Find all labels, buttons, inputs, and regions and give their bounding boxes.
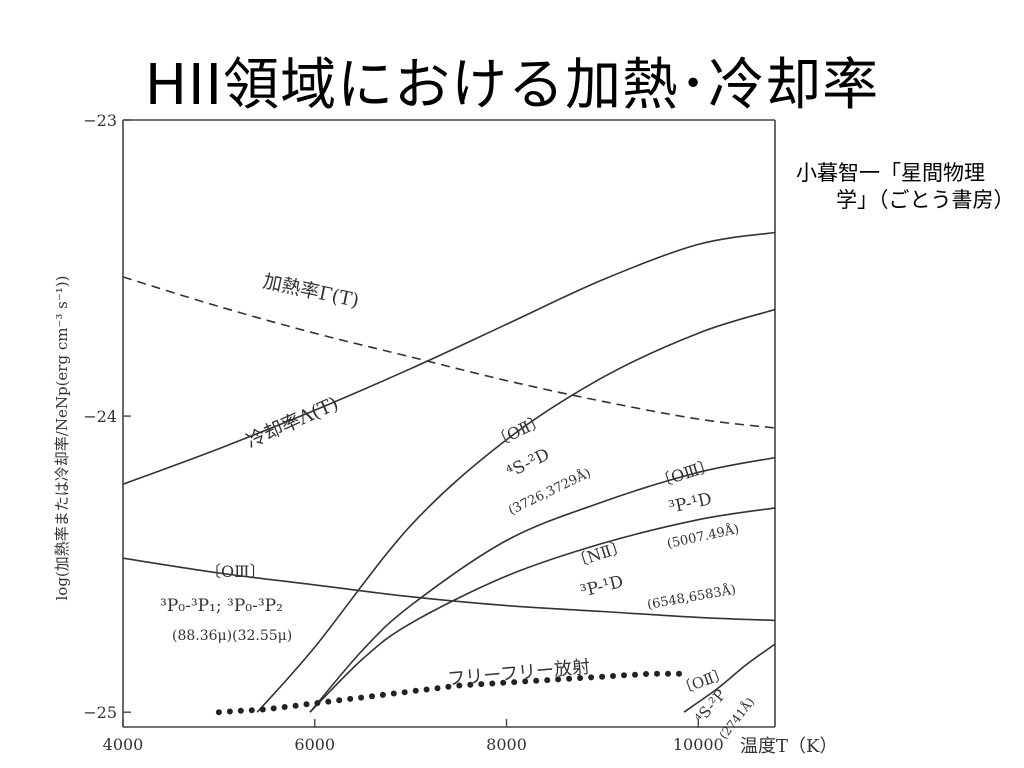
free-free-dot <box>533 677 540 684</box>
annotation-oii-transition: ⁴S-²D <box>503 445 552 483</box>
free-free-dot <box>544 677 551 684</box>
annotation-oiii-transition: ³P-¹D <box>667 489 714 518</box>
free-free-dot <box>566 675 573 682</box>
series-free-free-dots <box>215 670 682 716</box>
x-axis-label: 温度T（K） <box>740 736 837 757</box>
free-free-dot <box>325 698 332 705</box>
series-line-8 <box>683 643 776 713</box>
free-free-dot <box>555 676 562 683</box>
annotation-nii-name: 〔NⅡ〕 <box>569 536 629 572</box>
free-free-dot <box>445 683 452 690</box>
series-line-5 <box>309 507 776 713</box>
y-tick-label: −25 <box>83 703 117 722</box>
annotation-oiii-name: 〔OⅢ〕 <box>653 455 716 492</box>
free-free-dot <box>599 673 606 680</box>
free-free-dot <box>621 672 627 679</box>
annotation-oiii-ir-name: 〔OⅢ〕 <box>205 562 266 581</box>
free-free-dot <box>314 700 321 706</box>
series-line-1 <box>122 276 776 429</box>
annotation-nii-wavelength: (6548,6583Å) <box>646 582 737 613</box>
free-free-dot <box>226 708 233 715</box>
free-free-dot <box>336 697 343 704</box>
free-free-dot <box>588 674 595 681</box>
free-free-dot <box>270 705 277 712</box>
series-line-4 <box>309 456 776 713</box>
free-free-dot <box>347 695 354 702</box>
slide-title: HII領域における加熱･冷却率 <box>144 53 880 118</box>
free-free-dot <box>215 709 222 716</box>
y-axis-label: log(加熱率または冷却率/NeNp(erg cm⁻³ s⁻¹)) <box>53 276 71 601</box>
annotation-heating: 加熱率Γ(T) <box>261 270 361 312</box>
series-line-3 <box>256 308 776 713</box>
free-free-dot <box>676 670 682 677</box>
free-free-dot <box>511 679 518 686</box>
citation-line-2: 学」（ごとう書房） <box>836 188 1015 212</box>
x-tick-label: 6000 <box>294 735 335 754</box>
free-free-dot <box>369 693 375 700</box>
labels: 温度T（K） log(加熱率または冷却率/NeNp(erg cm⁻³ s⁻¹))… <box>53 270 837 757</box>
free-free-dot <box>654 670 660 677</box>
free-free-dot <box>632 671 638 678</box>
free-free-dot <box>456 682 463 689</box>
y-tick-label: −23 <box>83 111 117 130</box>
free-free-dot <box>292 702 299 709</box>
annotation-oiii-ir-wavelength: (88.36μ)(32.55μ) <box>172 628 292 644</box>
free-free-dot <box>665 670 671 677</box>
axes <box>122 119 776 728</box>
annotation-oiii-wavelength: (5007.49Å) <box>666 521 741 552</box>
free-free-dot <box>434 685 441 692</box>
free-free-dot <box>401 689 408 696</box>
free-free-dot <box>412 687 419 694</box>
annotation-cooling: 冷却率Λ(T) <box>243 393 342 453</box>
free-free-dot <box>303 701 310 708</box>
free-free-dot <box>423 686 430 693</box>
free-free-dot <box>610 673 616 679</box>
free-free-dot <box>379 691 386 698</box>
annotation-oiii-ir-transition: ³P₀-³P₁; ³P₀-³P₂ <box>160 596 283 616</box>
citation: 小暮智一「星間物理 学」（ごとう書房） <box>790 160 1020 214</box>
free-free-dot <box>358 694 365 701</box>
x-tick-label: 10000 <box>673 735 724 754</box>
series-line-6 <box>122 557 776 622</box>
annotation-nii-transition: ³P-¹D <box>578 572 625 602</box>
free-free-dot <box>478 681 485 688</box>
free-free-dot <box>643 671 649 677</box>
x-tick-label: 8000 <box>486 735 527 754</box>
annotation-free-free: フリーフリー放射 <box>447 657 591 690</box>
free-free-dot <box>500 679 507 686</box>
free-free-dot <box>237 707 244 714</box>
free-free-dot <box>248 707 255 714</box>
y-tick-label: −24 <box>83 407 117 426</box>
free-free-dot <box>390 690 397 697</box>
series <box>122 231 776 716</box>
free-free-dot <box>489 680 496 687</box>
series-line-2 <box>122 231 776 485</box>
free-free-dot <box>577 675 584 681</box>
free-free-dot <box>259 706 266 713</box>
free-free-dot <box>281 704 288 710</box>
citation-line-1: 小暮智一「星間物理 <box>796 161 985 185</box>
annotation-oii-name: 〔OⅡ〕 <box>489 410 548 452</box>
free-free-dot <box>467 681 474 688</box>
free-free-dot <box>522 678 529 685</box>
ticks: 4000 6000 8000 10000 −23 −24 −25 <box>83 111 724 754</box>
x-tick-label: 4000 <box>103 735 144 754</box>
